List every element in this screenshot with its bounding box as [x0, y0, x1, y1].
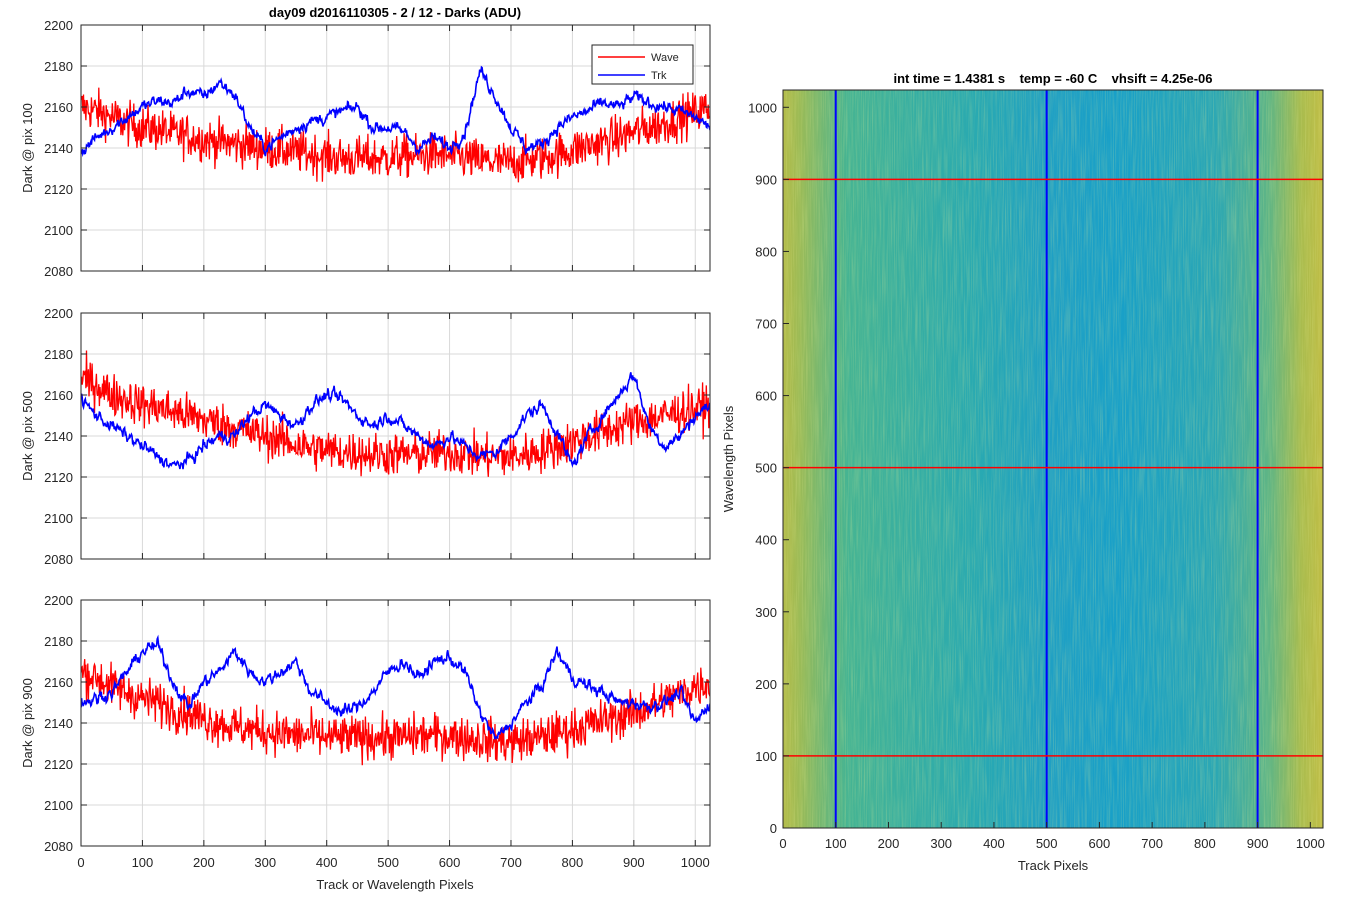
- ytick-label-2120: 2120: [44, 182, 73, 197]
- ytick-label-2080: 2080: [44, 264, 73, 279]
- image-ytick-label-400: 400: [755, 533, 777, 548]
- ytick-label-2180: 2180: [44, 634, 73, 649]
- ytick-label-2140: 2140: [44, 429, 73, 444]
- plot-area-pix-100: [81, 65, 710, 183]
- xtick-label-700: 700: [500, 855, 522, 870]
- image-xtick-label-1000: 1000: [1296, 836, 1325, 851]
- image-xtick-label-0: 0: [779, 836, 786, 851]
- panel-pix-900: 2080 2100 2120 2140 2160 2180 2200 0 100 200 300 40…: [20, 593, 711, 892]
- image-ytick-label-600: 600: [755, 389, 777, 404]
- xtick-label-200: 200: [193, 855, 215, 870]
- grid-pix-900: [81, 600, 710, 846]
- series-trk-pix-900: [81, 634, 710, 740]
- xtick-label-800: 800: [562, 855, 584, 870]
- legend-label-trk: Trk: [651, 70, 667, 82]
- series-wave-pix-100: [81, 87, 710, 183]
- image-ytick-label-300: 300: [755, 605, 777, 620]
- ytick-label-2140: 2140: [44, 716, 73, 731]
- ytick-label-2160: 2160: [44, 675, 73, 690]
- ytick-label-2080: 2080: [44, 839, 73, 854]
- ytick-label-2140: 2140: [44, 141, 73, 156]
- image-ytick-label-900: 900: [755, 172, 777, 187]
- image-xtick-label-700: 700: [1141, 836, 1163, 851]
- ytick-label-2100: 2100: [44, 223, 73, 238]
- image-ytick-label-700: 700: [755, 317, 777, 332]
- image-xtick-label-100: 100: [825, 836, 847, 851]
- marker-lines: [783, 90, 1323, 828]
- series-trk-pix-500: [81, 372, 710, 470]
- ytick-label-2080: 2080: [44, 552, 73, 567]
- series-wave-pix-900: [81, 659, 710, 766]
- image-noise: [783, 90, 1323, 828]
- ticks-pix-900: 2080 2100 2120 2140 2160 2180 2200 0 100 200 300 40…: [44, 593, 710, 870]
- image-ytick-label-500: 500: [755, 461, 777, 476]
- figure-title: day09 d2016110305 - 2 / 12 - Darks (ADU): [269, 5, 521, 20]
- panel-pix-500: 2080 2100 2120 2140 2160 2180 2200 Dark @ pix …: [20, 306, 711, 567]
- image-title: int time = 1.4381 s temp = -60 C vhsift …: [893, 71, 1212, 86]
- ylabel-pix-500: Dark @ pix 500: [20, 391, 35, 481]
- ytick-label-2120: 2120: [44, 470, 73, 485]
- legend-box: [591, 44, 694, 85]
- legend-label-wave: Wave: [651, 52, 679, 64]
- series-wave-pix-500: [81, 350, 710, 477]
- image-ylabel: Wavelength Pixels: [721, 405, 736, 512]
- series-trk-pix-100: [81, 65, 710, 158]
- ytick-label-2180: 2180: [44, 347, 73, 362]
- xtick-label-100: 100: [132, 855, 154, 870]
- image-xtick-label-800: 800: [1194, 836, 1216, 851]
- image-xtick-label-200: 200: [878, 836, 900, 851]
- ytick-label-2160: 2160: [44, 388, 73, 403]
- ytick-label-2200: 2200: [44, 593, 73, 608]
- xtick-label-600: 600: [439, 855, 461, 870]
- xtick-label-900: 900: [623, 855, 645, 870]
- ylabel-pix-900: Dark @ pix 900: [20, 678, 35, 768]
- image-xtick-label-600: 600: [1089, 836, 1111, 851]
- ytick-label-2100: 2100: [44, 511, 73, 526]
- plot-area-pix-500: [81, 350, 710, 477]
- panel-pix-100: day09 d2016110305 - 2 / 12 - Darks (ADU)…: [20, 5, 711, 279]
- image-ytick-label-200: 200: [755, 677, 777, 692]
- ytick-label-2100: 2100: [44, 798, 73, 813]
- xtick-label-300: 300: [254, 855, 276, 870]
- plot-area-pix-900: [81, 634, 710, 766]
- ytick-label-2120: 2120: [44, 757, 73, 772]
- ytick-label-2160: 2160: [44, 100, 73, 115]
- image-xtick-label-400: 400: [983, 836, 1005, 851]
- xlabel-pix-900: Track or Wavelength Pixels: [316, 877, 474, 892]
- ytick-label-2180: 2180: [44, 59, 73, 74]
- image-xtick-label-300: 300: [930, 836, 952, 851]
- image-xtick-label-500: 500: [1036, 836, 1058, 851]
- ytick-label-2200: 2200: [44, 18, 73, 33]
- image-ytick-label-1000: 1000: [748, 100, 777, 115]
- image-ytick-label-800: 800: [755, 244, 777, 259]
- legend: Wave Trk: [591, 44, 694, 85]
- ticks-pix-100: 2080 2100 2120 2140 2160 2180 2200: [44, 18, 710, 279]
- ticks-pix-500: 2080 2100 2120 2140 2160 2180 2200: [44, 306, 710, 567]
- image-axes-box: [782, 89, 1324, 829]
- xtick-label-400: 400: [316, 855, 338, 870]
- image-xlabel: Track Pixels: [1018, 858, 1089, 873]
- xtick-label-1000: 1000: [681, 855, 710, 870]
- ytick-label-2200: 2200: [44, 306, 73, 321]
- xtick-label-0: 0: [77, 855, 84, 870]
- image-ytick-label-0: 0: [770, 821, 777, 836]
- image-ticks: 0 100 200 300 400 500 600 700 800 900 1000 0 100 200 3…: [748, 100, 1325, 851]
- ylabel-pix-100: Dark @ pix 100: [20, 103, 35, 193]
- panel-dark-image: int time = 1.4381 s temp = -60 C vhsift …: [721, 71, 1325, 873]
- image-ytick-label-100: 100: [755, 749, 777, 764]
- image-area: [783, 90, 1323, 828]
- xtick-label-500: 500: [377, 855, 399, 870]
- image-xtick-label-900: 900: [1247, 836, 1269, 851]
